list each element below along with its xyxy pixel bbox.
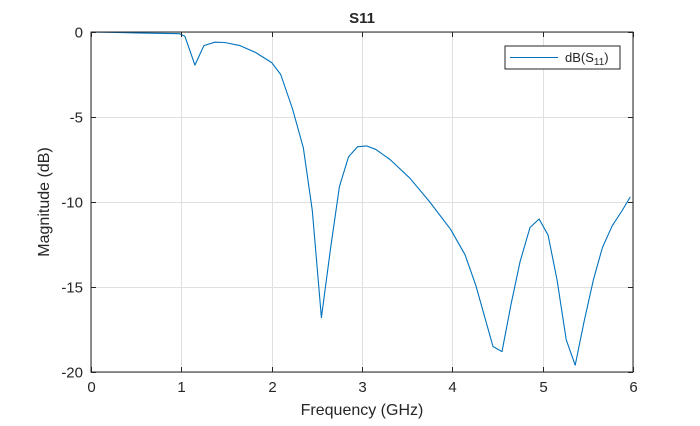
x-tick-label: 0 — [87, 379, 95, 396]
x-tick-label: 5 — [539, 379, 547, 396]
x-tick-labels: 0 1 2 3 4 5 6 — [87, 379, 637, 396]
chart-title: S11 — [349, 10, 375, 27]
legend-box — [504, 45, 621, 70]
y-tick-label: 0 — [75, 25, 83, 42]
x-tick-label: 2 — [268, 379, 276, 396]
y-tick-label: -10 — [61, 195, 83, 212]
y-tick-label: -20 — [61, 365, 83, 382]
x-tick-label: 4 — [448, 379, 456, 396]
grid-lines — [91, 32, 634, 373]
y-axis-label: Magnitude (dB) — [36, 147, 53, 256]
legend-label: dB(S11) — [565, 50, 609, 68]
x-axis-label: Frequency (GHz) — [301, 402, 424, 419]
x-tick-label: 6 — [629, 379, 637, 396]
y-tick-label: -5 — [70, 110, 83, 127]
legend[interactable]: dB(S11) — [504, 45, 621, 70]
x-tick-label: 1 — [177, 379, 185, 396]
x-tick-label: 3 — [358, 379, 366, 396]
data-series — [90, 31, 631, 366]
y-tick-label: -15 — [61, 280, 83, 297]
series-line-s11 — [90, 31, 631, 366]
y-tick-labels: 0 -5 -10 -15 -20 — [61, 25, 83, 382]
axis-ticks — [91, 32, 634, 373]
